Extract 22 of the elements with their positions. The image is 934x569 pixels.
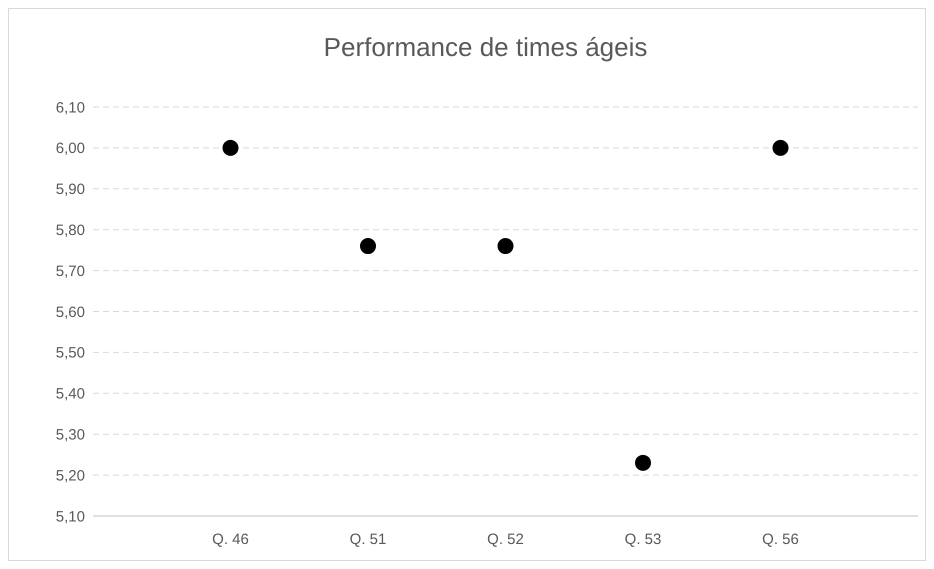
- y-tick-label: 5,70: [56, 262, 85, 280]
- x-tick-label: Q. 46: [212, 531, 249, 548]
- y-tick-label: 5,50: [56, 344, 85, 362]
- point: [222, 140, 238, 156]
- y-tick-label: 5,60: [56, 304, 85, 321]
- point: [360, 238, 376, 254]
- x-tick-label: Q. 51: [350, 531, 386, 548]
- y-tick-label: 5,30: [56, 426, 85, 444]
- y-tick-label: 6,00: [56, 140, 85, 158]
- y-tick-label: 5,40: [56, 386, 85, 403]
- y-tick-label: 6,10: [56, 99, 85, 116]
- chart-title: Performance de times ágeis: [324, 32, 648, 62]
- y-tick-label: 5,20: [56, 467, 85, 484]
- point: [772, 140, 788, 156]
- y-tick-label: 5,10: [56, 508, 85, 526]
- x-tick-label: Q. 56: [762, 531, 799, 548]
- x-tick-label: Q. 53: [624, 531, 662, 548]
- y-tick-label: 5,90: [56, 181, 85, 198]
- y-tick-label: 5,80: [56, 222, 85, 239]
- point: [635, 454, 651, 471]
- point: [498, 238, 514, 254]
- x-tick-label: Q. 52: [487, 531, 524, 548]
